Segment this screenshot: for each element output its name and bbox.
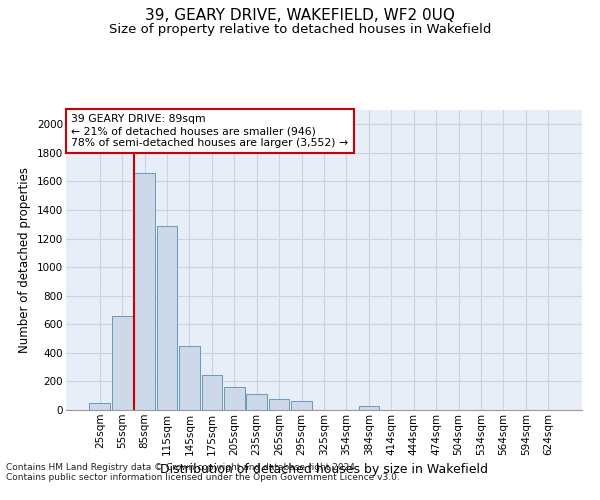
Bar: [179, 346, 200, 410]
Bar: [89, 403, 110, 410]
Bar: [134, 173, 155, 410]
Y-axis label: Number of detached properties: Number of detached properties: [19, 167, 31, 353]
Bar: [224, 387, 245, 410]
Bar: [291, 400, 312, 410]
Text: Contains public sector information licensed under the Open Government Licence v3: Contains public sector information licen…: [6, 473, 400, 482]
Text: 39 GEARY DRIVE: 89sqm
← 21% of detached houses are smaller (946)
78% of semi-det: 39 GEARY DRIVE: 89sqm ← 21% of detached …: [71, 114, 348, 148]
Bar: [247, 394, 267, 410]
X-axis label: Distribution of detached houses by size in Wakefield: Distribution of detached houses by size …: [160, 463, 488, 476]
Text: Contains HM Land Registry data © Crown copyright and database right 2024.: Contains HM Land Registry data © Crown c…: [6, 463, 358, 472]
Bar: [157, 226, 178, 410]
Bar: [359, 406, 379, 410]
Bar: [202, 375, 222, 410]
Bar: [269, 400, 289, 410]
Text: 39, GEARY DRIVE, WAKEFIELD, WF2 0UQ: 39, GEARY DRIVE, WAKEFIELD, WF2 0UQ: [145, 8, 455, 22]
Bar: [112, 316, 133, 410]
Text: Size of property relative to detached houses in Wakefield: Size of property relative to detached ho…: [109, 22, 491, 36]
